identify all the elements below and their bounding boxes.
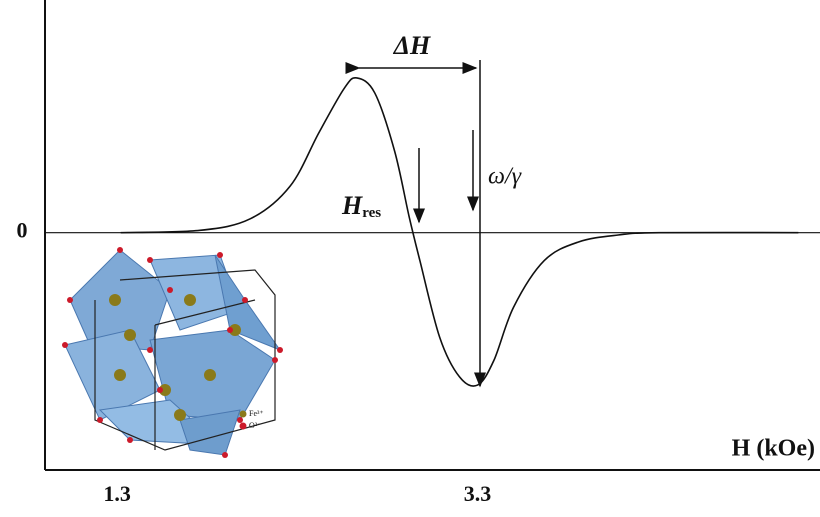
inset-legend: O²⁻: [249, 421, 261, 430]
x-axis-label: H (kOe): [732, 436, 815, 462]
data-line: [120, 77, 799, 387]
x-tick-label: 3.3: [464, 481, 492, 506]
crystal-inset: Fe³⁺ O²⁻: [62, 247, 283, 458]
annotation-sub: res: [362, 205, 381, 221]
annotation: ΔH: [393, 31, 431, 60]
annotation: H: [341, 191, 363, 220]
annotation: ω/γ: [488, 164, 522, 190]
inset-legend: Fe³⁺: [249, 409, 264, 418]
annotation: Hres: [341, 191, 381, 221]
y-tick-label: 0: [17, 218, 28, 243]
x-tick-label: 1.3: [103, 481, 131, 506]
